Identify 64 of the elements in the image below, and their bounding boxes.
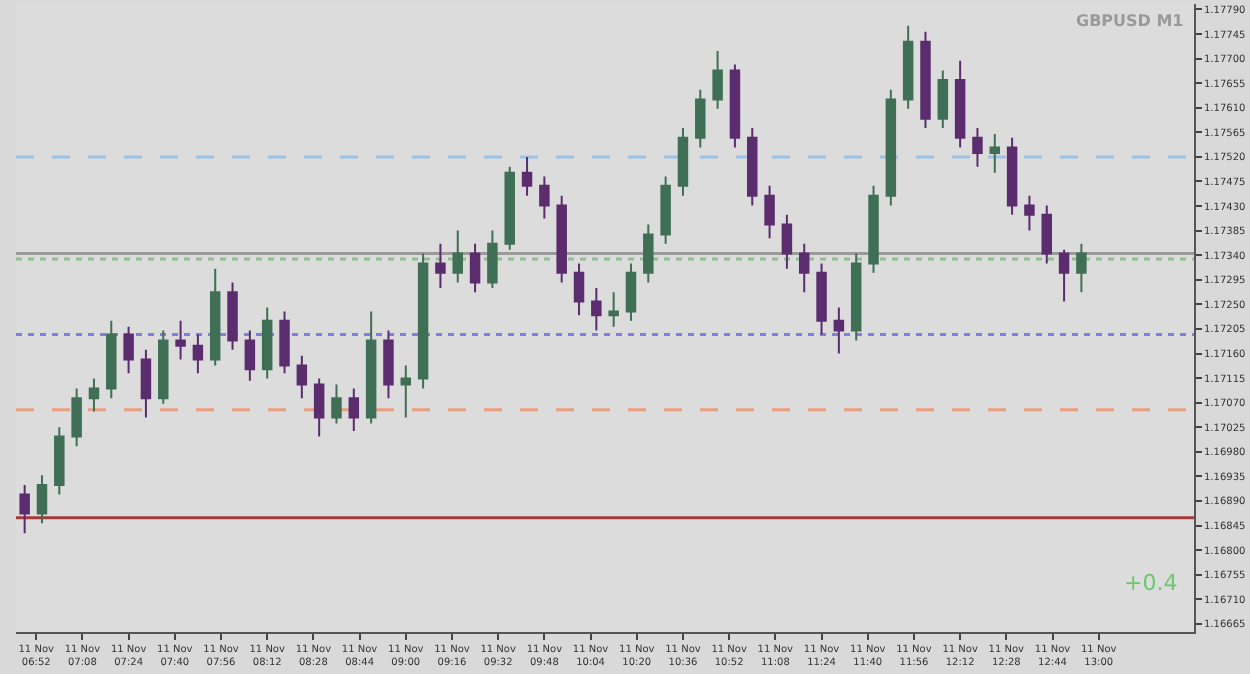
- candlestick: [798, 242, 810, 294]
- candlestick: [88, 377, 100, 413]
- candlestick: [261, 306, 273, 380]
- candlestick: [209, 267, 221, 367]
- candlestick: [989, 132, 1001, 174]
- candlestick: [868, 184, 879, 274]
- candlestick: [313, 377, 325, 438]
- candlestick: [175, 319, 186, 361]
- candlestick: [36, 474, 48, 525]
- candlestick: [625, 262, 637, 322]
- candlestick: [1006, 136, 1018, 216]
- candlestick: [504, 165, 515, 251]
- candlestick: [1024, 194, 1035, 232]
- candlestick: [71, 387, 82, 448]
- candlestick: [487, 229, 498, 289]
- candlestick: [660, 175, 671, 245]
- candlestick: [400, 364, 412, 419]
- candlestick: [227, 281, 238, 351]
- candlestick: [556, 194, 567, 284]
- candlestick: [850, 252, 862, 342]
- candlestick: [539, 175, 550, 220]
- candlestick: [452, 229, 463, 284]
- candlestick: [54, 426, 65, 496]
- candlestick: [106, 319, 117, 400]
- candlestick: [417, 252, 429, 390]
- candlestick: [712, 49, 723, 110]
- candlestick: [365, 310, 377, 425]
- candlestick: [1076, 242, 1087, 294]
- candlestick: [1058, 248, 1070, 303]
- candlestick: [19, 484, 30, 535]
- candlestick: [747, 126, 758, 207]
- candlestick: [764, 184, 775, 240]
- candlestick: [123, 325, 134, 375]
- candlestick: [972, 126, 983, 168]
- candlestick: [383, 329, 394, 400]
- candlestick: [140, 348, 152, 419]
- candlestick: [469, 242, 481, 294]
- candlestick: [1041, 204, 1052, 265]
- annotation: +0.4: [1124, 570, 1178, 596]
- candlestick: [816, 262, 827, 336]
- candlestick: [331, 383, 342, 425]
- candlestick: [279, 310, 290, 375]
- candlestick: [781, 213, 793, 270]
- candlestick: [608, 291, 619, 328]
- candlestick: [643, 223, 654, 284]
- candlestick: [348, 387, 360, 433]
- candlestick: [244, 329, 256, 382]
- candlestick: [902, 24, 914, 110]
- candlestick: [521, 155, 533, 197]
- candlestick: [296, 354, 308, 400]
- candlestick: [954, 59, 966, 149]
- candlestick: [885, 88, 897, 207]
- candlestick: [677, 126, 689, 197]
- candlestick: [435, 242, 446, 289]
- candlestick: [695, 88, 706, 149]
- candlestick: [192, 333, 204, 375]
- candlestick: [591, 286, 602, 332]
- candlestick: [729, 63, 741, 149]
- candlestick: [920, 30, 931, 129]
- text: GBPUSD M1: [1076, 12, 1185, 30]
- candlestick: [573, 262, 585, 317]
- candlestick: [833, 306, 845, 355]
- candlestick: [937, 69, 949, 129]
- candlestick: [158, 329, 169, 405]
